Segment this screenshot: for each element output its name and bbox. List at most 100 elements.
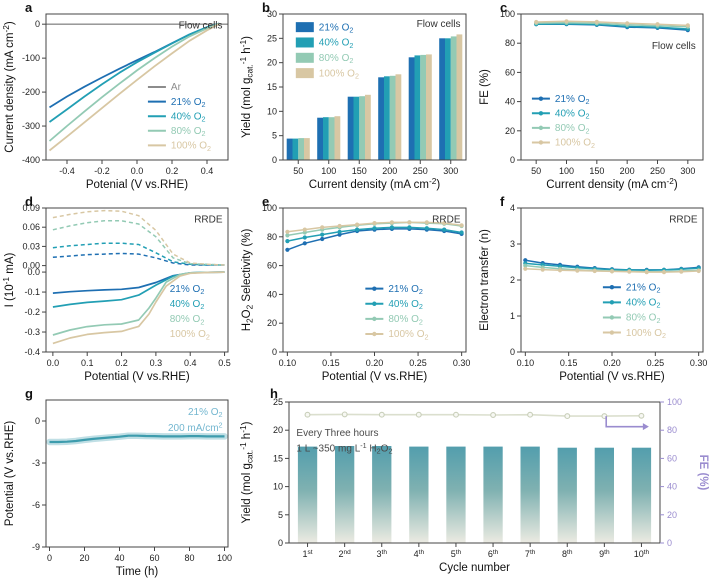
svg-text:60: 60 bbox=[267, 261, 277, 271]
svg-text:RRDE: RRDE bbox=[432, 215, 461, 226]
svg-text:40% O2: 40% O2 bbox=[171, 111, 206, 123]
svg-text:Flow cells: Flow cells bbox=[652, 41, 696, 52]
svg-text:0.20: 0.20 bbox=[603, 358, 621, 368]
svg-text:15: 15 bbox=[267, 82, 277, 92]
svg-text:100% O2: 100% O2 bbox=[319, 68, 359, 80]
svg-text:0.3: 0.3 bbox=[150, 358, 163, 368]
svg-text:0.03: 0.03 bbox=[22, 241, 40, 251]
svg-text:200: 200 bbox=[620, 166, 635, 176]
svg-text:-9: -9 bbox=[32, 542, 40, 552]
panel-h-label: h bbox=[270, 386, 278, 401]
svg-text:-400: -400 bbox=[22, 155, 40, 165]
svg-text:10: 10 bbox=[273, 482, 283, 492]
svg-text:0.2: 0.2 bbox=[115, 358, 128, 368]
svg-text:60: 60 bbox=[505, 67, 515, 77]
svg-text:21% O2: 21% O2 bbox=[555, 94, 590, 106]
chart-h-canvas: 1st 2nd 3th 4th 5th 6th 7th 8th 9th 10th 0 5 10 15 20 2… bbox=[238, 397, 709, 574]
chart-b-canvas: 50 100 150 200 250 300 0 5 10 15 20 25 30 Current den… bbox=[238, 9, 467, 191]
svg-text:20: 20 bbox=[667, 510, 677, 520]
svg-text:4th: 4th bbox=[414, 549, 425, 559]
svg-text:0: 0 bbox=[272, 347, 277, 357]
svg-text:8th: 8th bbox=[562, 549, 573, 559]
svg-text:0.5: 0.5 bbox=[218, 358, 231, 368]
svg-text:40% O2: 40% O2 bbox=[555, 108, 590, 120]
chart-d-canvas: 0.0 0.1 0.2 0.3 0.4 0.50.090.060.030.000.0-0.… bbox=[1, 203, 231, 383]
svg-text:21% O2: 21% O2 bbox=[170, 284, 205, 296]
svg-text:0.25: 0.25 bbox=[647, 358, 665, 368]
svg-text:40: 40 bbox=[267, 289, 277, 299]
svg-text:0: 0 bbox=[667, 538, 672, 548]
svg-text:100% O2: 100% O2 bbox=[170, 329, 210, 341]
svg-text:Potential (V vs.RHE): Potential (V vs.RHE) bbox=[84, 371, 190, 383]
svg-text:5th: 5th bbox=[451, 549, 462, 559]
svg-text:0: 0 bbox=[278, 538, 283, 548]
panel-f: f 0.10 0.15 0.20 0.25 0.30 0 1 2 3 4 Potential (V … bbox=[475, 194, 712, 386]
svg-text:100: 100 bbox=[217, 553, 232, 563]
svg-text:50: 50 bbox=[531, 166, 541, 176]
svg-text:20: 20 bbox=[505, 126, 515, 136]
svg-text:21% O2: 21% O2 bbox=[626, 282, 661, 294]
svg-text:Potential (V vs.RHE): Potential (V vs.RHE) bbox=[4, 421, 16, 527]
svg-text:10: 10 bbox=[267, 106, 277, 116]
svg-text:0.25: 0.25 bbox=[409, 358, 427, 368]
svg-text:RRDE: RRDE bbox=[194, 215, 223, 226]
svg-text:-300: -300 bbox=[22, 121, 40, 131]
svg-text:3th: 3th bbox=[377, 549, 388, 559]
svg-text:4: 4 bbox=[510, 203, 515, 213]
svg-text:RRDE: RRDE bbox=[669, 215, 698, 226]
svg-text:Yield (mol gcat.-1 h-1): Yield (mol gcat.-1 h-1) bbox=[238, 421, 255, 523]
svg-text:FE (%): FE (%) bbox=[479, 69, 491, 105]
svg-text:300: 300 bbox=[443, 166, 458, 176]
svg-text:2nd: 2nd bbox=[339, 549, 352, 559]
svg-text:0.06: 0.06 bbox=[22, 222, 40, 232]
svg-text:100: 100 bbox=[321, 166, 336, 176]
svg-text:-0.2: -0.2 bbox=[94, 166, 110, 176]
svg-text:6th: 6th bbox=[488, 549, 499, 559]
svg-text:H2O2 Selectivity (%): H2O2 Selectivity (%) bbox=[241, 229, 255, 332]
svg-text:100% O2: 100% O2 bbox=[171, 141, 211, 153]
panel-d-label: d bbox=[25, 194, 33, 209]
svg-text:Flow cells: Flow cells bbox=[417, 19, 461, 30]
chart-f-canvas: 0.10 0.15 0.20 0.25 0.30 0 1 2 3 4 Potential (V vs… bbox=[479, 203, 708, 383]
svg-text:20: 20 bbox=[79, 553, 89, 563]
svg-text:60: 60 bbox=[667, 453, 677, 463]
svg-text:-0.4: -0.4 bbox=[24, 347, 40, 357]
svg-text:300: 300 bbox=[680, 166, 695, 176]
svg-text:Current density (mA cm-2): Current density (mA cm-2) bbox=[1, 21, 16, 153]
svg-text:10th: 10th bbox=[634, 549, 650, 559]
svg-text:21% O2: 21% O2 bbox=[319, 22, 354, 34]
svg-text:-0.1: -0.1 bbox=[24, 287, 40, 297]
svg-text:80% O2: 80% O2 bbox=[171, 126, 206, 138]
svg-text:1: 1 bbox=[510, 311, 515, 321]
svg-text:0.10: 0.10 bbox=[279, 358, 297, 368]
svg-text:0.10: 0.10 bbox=[517, 358, 535, 368]
svg-text:0: 0 bbox=[510, 155, 515, 165]
svg-text:2: 2 bbox=[510, 275, 515, 285]
svg-text:25: 25 bbox=[273, 397, 283, 407]
svg-text:20: 20 bbox=[273, 425, 283, 435]
svg-text:0.15: 0.15 bbox=[560, 358, 578, 368]
svg-text:Potenial (V vs.RHE): Potenial (V vs.RHE) bbox=[86, 179, 188, 191]
svg-text:250: 250 bbox=[650, 166, 665, 176]
svg-text:60: 60 bbox=[149, 553, 159, 563]
svg-text:-3: -3 bbox=[32, 458, 40, 468]
svg-text:80: 80 bbox=[184, 553, 194, 563]
svg-text:80% O2: 80% O2 bbox=[170, 314, 205, 326]
svg-text:80% O2: 80% O2 bbox=[626, 313, 661, 325]
svg-text:100: 100 bbox=[667, 397, 682, 407]
panel-b-label: b bbox=[262, 0, 270, 15]
svg-text:0.1: 0.1 bbox=[81, 358, 94, 368]
svg-text:-100: -100 bbox=[22, 53, 40, 63]
svg-text:30: 30 bbox=[267, 9, 277, 19]
svg-text:25: 25 bbox=[267, 33, 277, 43]
svg-text:0.4: 0.4 bbox=[201, 166, 214, 176]
svg-text:100: 100 bbox=[262, 203, 277, 213]
panel-b: b 50 100 150 200 250 300 0 5 10 15 20 25 30 Current d… bbox=[237, 0, 475, 194]
svg-text:-6: -6 bbox=[32, 500, 40, 510]
panel-h: h 1st 2nd 3th 4th 5th 6th 7th 8th 9th 10th 0 5 10 15 2… bbox=[237, 386, 712, 581]
svg-text:21% O2: 21% O2 bbox=[171, 97, 206, 109]
svg-text:0.30: 0.30 bbox=[690, 358, 708, 368]
svg-text:0.0: 0.0 bbox=[47, 358, 60, 368]
panel-c: c 50 100 150 200 250 300 0 20 40 60 80 100 Current d… bbox=[475, 0, 712, 194]
svg-text:80: 80 bbox=[505, 38, 515, 48]
